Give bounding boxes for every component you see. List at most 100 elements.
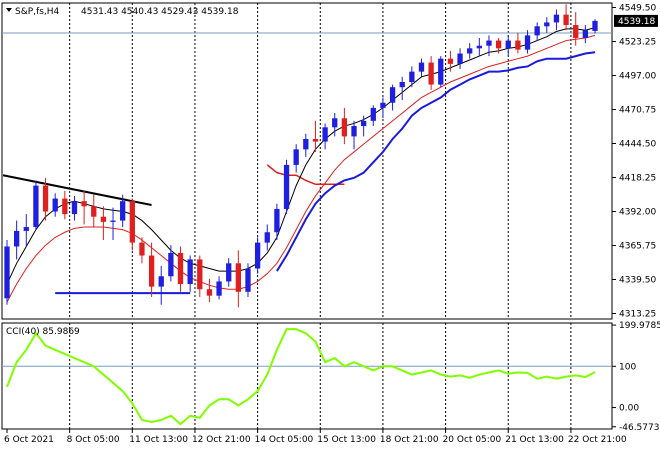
upper-band-line (266, 164, 345, 186)
candle (495, 37, 502, 54)
candle (389, 84, 396, 111)
candle-body (283, 164, 290, 209)
candle (71, 195, 78, 221)
ohlc-label: 4531.43 4540.43 4529.43 4539.18 (81, 7, 239, 17)
collapse-triangle-icon[interactable] (6, 8, 12, 12)
candle-body (100, 216, 107, 222)
y-tick-label: 4549.50 (619, 4, 656, 14)
candle (582, 25, 589, 44)
y-tick-label: 4470.75 (619, 106, 656, 116)
cci-tick-label: 199.9785 (619, 321, 660, 331)
x-tick-label: 15 Oct 13:00 (317, 435, 376, 445)
candle-body (148, 255, 155, 287)
x-tick-label: 18 Oct 21:00 (380, 435, 439, 445)
candle (245, 263, 251, 297)
indicator-panel-frame (1, 322, 613, 430)
candle (81, 190, 87, 225)
candle (62, 190, 68, 220)
last-price-label: 4539.18 (618, 17, 655, 27)
candle (235, 250, 241, 308)
candle (52, 193, 58, 217)
candle (4, 240, 10, 305)
candle-body (197, 259, 203, 290)
candle-body (341, 118, 348, 137)
candle (254, 237, 261, 274)
candle (33, 180, 39, 230)
cci-tick-label: 0.00 (619, 404, 639, 414)
envelope-lower-band (55, 51, 596, 295)
candle-body (515, 40, 521, 50)
candle-body (476, 45, 482, 49)
candle-body (544, 22, 550, 27)
candle (370, 105, 376, 127)
symbol-label: S&P,fs,H4 (15, 7, 60, 17)
candle-body (71, 201, 78, 215)
candle-body (13, 230, 20, 247)
candle-body (467, 48, 473, 54)
candle (438, 56, 444, 88)
candle (486, 35, 492, 57)
x-tick-label: 21 Oct 13:00 (505, 435, 564, 445)
candle (322, 123, 328, 150)
cci-axis: 199.9785 100 0.00 -46.5773 (612, 321, 660, 433)
y-tick-label: 4418.25 (619, 174, 656, 184)
candle-body (216, 281, 222, 296)
cci-series (6, 328, 596, 426)
candle (524, 30, 531, 54)
candle-body (303, 138, 309, 150)
candle-body (505, 40, 511, 49)
y-tick-label: 4497.00 (619, 72, 656, 82)
candle (505, 35, 511, 57)
candle (457, 48, 463, 70)
candle-body (582, 30, 589, 38)
candle-body (187, 259, 193, 285)
candle-body (110, 220, 116, 222)
ma-slow-line (6, 34, 596, 303)
candle-body (573, 25, 579, 38)
candle (544, 17, 550, 33)
y-tick-label: 4339.50 (619, 276, 656, 286)
candle (226, 258, 232, 287)
candle-body (158, 276, 164, 287)
y-tick-label: 4313.25 (619, 309, 656, 319)
candlesticks (4, 4, 598, 308)
candle (332, 113, 338, 137)
candle (177, 246, 184, 292)
candle-body (351, 126, 357, 137)
candle-body (264, 232, 270, 243)
candle-body (254, 242, 261, 269)
candle (216, 276, 222, 300)
candle (283, 159, 290, 215)
candle (409, 66, 415, 88)
candle (563, 4, 569, 31)
cci-tick-label: -46.5773 (619, 423, 659, 433)
y-tick-label: 4444.50 (619, 140, 656, 150)
candle (168, 245, 174, 282)
candle (467, 43, 473, 59)
candle-body (177, 252, 184, 285)
candle-body (129, 201, 135, 243)
x-tick-label: 20 Oct 05:00 (443, 435, 502, 445)
candle (380, 97, 386, 119)
x-tick-label: 8 Oct 05:00 (67, 435, 120, 445)
candle (110, 207, 116, 240)
candle-body (332, 118, 338, 128)
envelope-lower-line (276, 51, 596, 272)
candle (341, 107, 348, 145)
y-tick-label: 4365.75 (619, 242, 656, 252)
candle (264, 224, 270, 251)
candle-body (534, 26, 540, 36)
candle (476, 37, 482, 57)
candle (293, 144, 299, 173)
candle (100, 206, 107, 240)
candle (206, 278, 213, 303)
price-panel-frame (1, 2, 613, 320)
candle (42, 177, 49, 221)
candle-body (418, 62, 425, 72)
candle (312, 120, 319, 152)
candle-body (495, 40, 502, 49)
candle-body (524, 35, 531, 50)
candle (274, 203, 280, 240)
